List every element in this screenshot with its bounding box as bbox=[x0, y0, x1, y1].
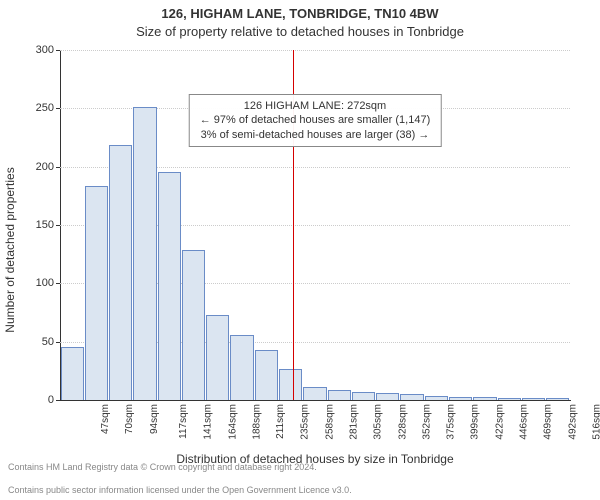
y-tick-label: 50 bbox=[42, 336, 54, 348]
histogram-bar bbox=[498, 398, 521, 400]
histogram-bar bbox=[279, 369, 302, 400]
x-tick-label: 492sqm bbox=[565, 404, 578, 440]
annotation-box: 126 HIGHAM LANE: 272sqm ← 97% of detache… bbox=[189, 94, 442, 147]
x-tick-label: 516sqm bbox=[589, 404, 600, 440]
x-tick-label: 188sqm bbox=[249, 404, 262, 440]
annotation-line: 3% of semi-detached houses are larger (3… bbox=[200, 128, 431, 142]
y-tick-label: 0 bbox=[48, 394, 54, 406]
footer-line: Contains HM Land Registry data © Crown c… bbox=[8, 462, 317, 472]
x-tick-label: 117sqm bbox=[176, 404, 189, 439]
histogram-bar bbox=[133, 107, 156, 400]
x-tick-label: 70sqm bbox=[122, 404, 135, 434]
x-tick-label: 352sqm bbox=[419, 404, 432, 440]
x-tick-label: 469sqm bbox=[541, 404, 554, 440]
x-tick-label: 422sqm bbox=[492, 404, 505, 440]
x-tick-label: 446sqm bbox=[517, 404, 530, 440]
x-tick-label: 141sqm bbox=[201, 404, 214, 440]
histogram-bar bbox=[473, 397, 496, 400]
y-tick-label: 200 bbox=[36, 161, 54, 173]
histogram-bar bbox=[206, 315, 229, 400]
annotation-line: ← 97% of detached houses are smaller (1,… bbox=[200, 113, 431, 127]
histogram-bar bbox=[255, 350, 278, 400]
histogram-bar bbox=[425, 396, 448, 401]
x-tick-label: 47sqm bbox=[98, 404, 111, 434]
annotation-line: 126 HIGHAM LANE: 272sqm bbox=[200, 99, 431, 113]
x-tick-label: 305sqm bbox=[371, 404, 384, 440]
histogram-bar bbox=[158, 172, 181, 401]
histogram-bar bbox=[546, 398, 569, 400]
footer-line: Contains public sector information licen… bbox=[8, 485, 352, 495]
histogram-bar bbox=[328, 390, 351, 400]
histogram-bar bbox=[182, 250, 205, 400]
histogram-bar bbox=[61, 347, 84, 401]
histogram-bar bbox=[449, 397, 472, 400]
histogram-bar bbox=[400, 394, 423, 400]
x-tick-label: 235sqm bbox=[298, 404, 311, 440]
histogram-bar bbox=[230, 335, 253, 400]
histogram-bar bbox=[303, 387, 326, 400]
histogram-bar bbox=[376, 393, 399, 400]
x-tick-label: 281sqm bbox=[347, 404, 360, 440]
page-subtitle: Size of property relative to detached ho… bbox=[0, 24, 600, 39]
x-tick-label: 399sqm bbox=[468, 404, 481, 440]
x-tick-label: 211sqm bbox=[273, 404, 286, 439]
y-tick-label: 300 bbox=[36, 44, 54, 56]
histogram-bar bbox=[352, 392, 375, 400]
x-tick-label: 94sqm bbox=[147, 404, 160, 434]
x-tick-label: 328sqm bbox=[395, 404, 408, 440]
histogram-bar bbox=[522, 398, 545, 400]
y-axis-label: Number of detached properties bbox=[3, 167, 17, 332]
footer-attribution: Contains HM Land Registry data © Crown c… bbox=[8, 451, 352, 496]
y-tick-label: 100 bbox=[36, 277, 54, 289]
y-tick-label: 150 bbox=[36, 219, 54, 231]
x-tick-label: 164sqm bbox=[225, 404, 238, 440]
x-tick-label: 375sqm bbox=[444, 404, 457, 440]
y-tick-mark bbox=[56, 400, 60, 401]
histogram-bar bbox=[109, 145, 132, 400]
x-tick-label: 258sqm bbox=[322, 404, 335, 440]
histogram-bar bbox=[85, 186, 108, 401]
y-tick-label: 250 bbox=[36, 102, 54, 114]
histogram-plot: 05010015020025030047sqm70sqm94sqm117sqm1… bbox=[60, 50, 570, 400]
page-title: 126, HIGHAM LANE, TONBRIDGE, TN10 4BW bbox=[0, 6, 600, 21]
